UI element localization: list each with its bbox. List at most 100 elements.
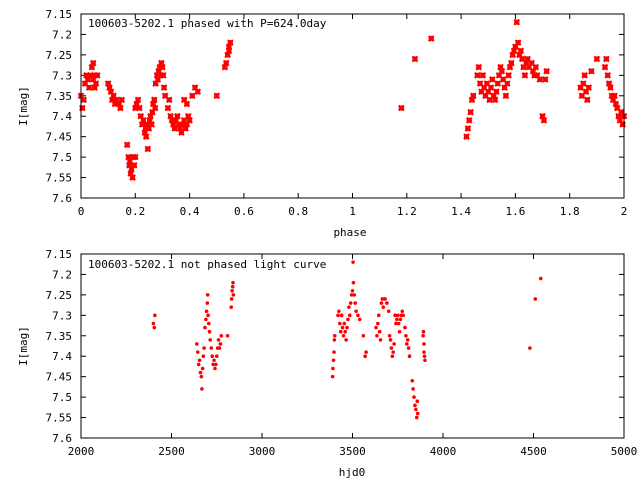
- bottom-data-point: [219, 333, 224, 338]
- top-data-point: [194, 88, 202, 95]
- bottom-y-tick-label: 7.2: [52, 268, 72, 281]
- bottom-data-point: [331, 358, 336, 363]
- bottom-data-point: [391, 350, 396, 354]
- bottom-data-point: [387, 333, 392, 338]
- bottom-data-point: [339, 313, 344, 318]
- bottom-data-point: [336, 313, 340, 318]
- top-data-point: [151, 104, 159, 112]
- top-data-point: [588, 67, 595, 75]
- top-x-tick-label: 0.2: [125, 205, 145, 218]
- top-data-point: [607, 84, 614, 91]
- top-data-point: [464, 125, 472, 132]
- bottom-y-tick-label: 7.15: [46, 248, 73, 261]
- bottom-data-point: [388, 338, 393, 342]
- top-y-axis-label: I[mag]: [17, 86, 30, 126]
- bottom-data-point: [229, 305, 234, 309]
- bottom-data-point: [332, 350, 336, 354]
- top-data-point: [85, 84, 93, 91]
- bottom-data-point: [225, 333, 230, 338]
- bottom-data-point: [332, 338, 337, 342]
- top-data-point: [467, 108, 474, 116]
- top-y-tick-label: 7.4: [52, 110, 72, 123]
- top-y-tick-label: 7.3: [52, 69, 72, 82]
- bottom-data-point: [393, 313, 397, 318]
- bottom-data-point: [231, 280, 235, 285]
- bottom-data-point: [423, 358, 427, 363]
- bottom-x-tick-label: 2000: [68, 445, 95, 458]
- bottom-data-points: [151, 260, 543, 420]
- bottom-data-point: [405, 338, 410, 342]
- top-data-point: [593, 55, 601, 63]
- bottom-data-point: [383, 297, 387, 301]
- bottom-data-point: [337, 309, 341, 314]
- top-data-point: [470, 92, 477, 100]
- bottom-data-point: [356, 313, 360, 318]
- top-data-points: [77, 18, 628, 181]
- top-plot-frame: [80, 13, 625, 199]
- top-data-point: [532, 63, 540, 71]
- bottom-data-point: [374, 325, 378, 330]
- bottom-data-point: [385, 301, 389, 305]
- top-data-point: [494, 80, 502, 87]
- bottom-data-point: [395, 313, 400, 318]
- bottom-data-point: [196, 362, 201, 367]
- top-y-tick-label: 7.6: [52, 192, 72, 205]
- top-data-point: [505, 72, 512, 79]
- top-data-point: [148, 121, 155, 128]
- bottom-data-point: [346, 317, 350, 322]
- bottom-data-point: [353, 301, 358, 305]
- bottom-data-point: [207, 329, 212, 334]
- top-data-point: [93, 72, 101, 79]
- bottom-data-point: [412, 395, 416, 399]
- top-y-tick-label: 7.55: [46, 172, 73, 185]
- top-x-tick-label: 0.8: [288, 205, 308, 218]
- bottom-data-point: [200, 387, 204, 391]
- bottom-data-point: [361, 333, 366, 338]
- bottom-data-point: [230, 289, 234, 293]
- bottom-data-point: [230, 284, 235, 289]
- bottom-data-point: [204, 317, 208, 322]
- bottom-data-point: [403, 325, 407, 330]
- top-data-point: [80, 96, 88, 104]
- bottom-data-point: [351, 260, 355, 264]
- bottom-data-point: [214, 362, 218, 367]
- top-data-point: [585, 84, 593, 91]
- top-x-tick-label: 1.4: [451, 205, 471, 218]
- bottom-data-point: [421, 329, 426, 334]
- top-x-tick-label: 1: [349, 205, 356, 218]
- bottom-data-point: [217, 346, 222, 350]
- top-data-point: [131, 153, 139, 161]
- bottom-y-tick-label: 7.6: [52, 432, 72, 445]
- top-data-point: [186, 117, 193, 124]
- bottom-data-point: [206, 313, 210, 318]
- top-x-tick-label: 1.8: [560, 205, 580, 218]
- bottom-data-point: [364, 350, 368, 354]
- bottom-y-axis-label: I[mag]: [17, 326, 30, 366]
- top-data-point: [123, 141, 131, 149]
- bottom-data-point: [348, 301, 353, 305]
- top-x-tick-label: 0: [78, 205, 85, 218]
- bottom-data-point: [202, 346, 206, 350]
- bottom-data-point: [204, 309, 209, 314]
- top-data-point: [161, 92, 169, 100]
- bottom-data-point: [363, 354, 367, 359]
- top-data-point: [584, 96, 591, 104]
- top-y-tick-label: 7.15: [46, 8, 73, 21]
- bottom-data-point: [354, 309, 358, 314]
- top-data-point: [189, 92, 196, 100]
- bottom-data-point: [396, 321, 401, 326]
- bottom-y-tick-label: 7.4: [52, 350, 72, 363]
- top-data-point: [142, 133, 150, 140]
- bottom-data-point: [152, 325, 157, 330]
- top-data-point: [603, 55, 610, 63]
- top-data-point: [536, 76, 544, 83]
- top-data-point: [144, 145, 152, 153]
- bottom-data-point: [151, 321, 156, 326]
- top-data-point: [502, 92, 510, 100]
- bottom-data-point: [195, 350, 200, 354]
- top-data-point: [398, 104, 405, 112]
- bottom-data-point: [229, 297, 234, 301]
- bottom-data-point: [332, 333, 337, 338]
- bottom-data-point: [351, 280, 356, 285]
- bottom-data-point: [422, 342, 426, 346]
